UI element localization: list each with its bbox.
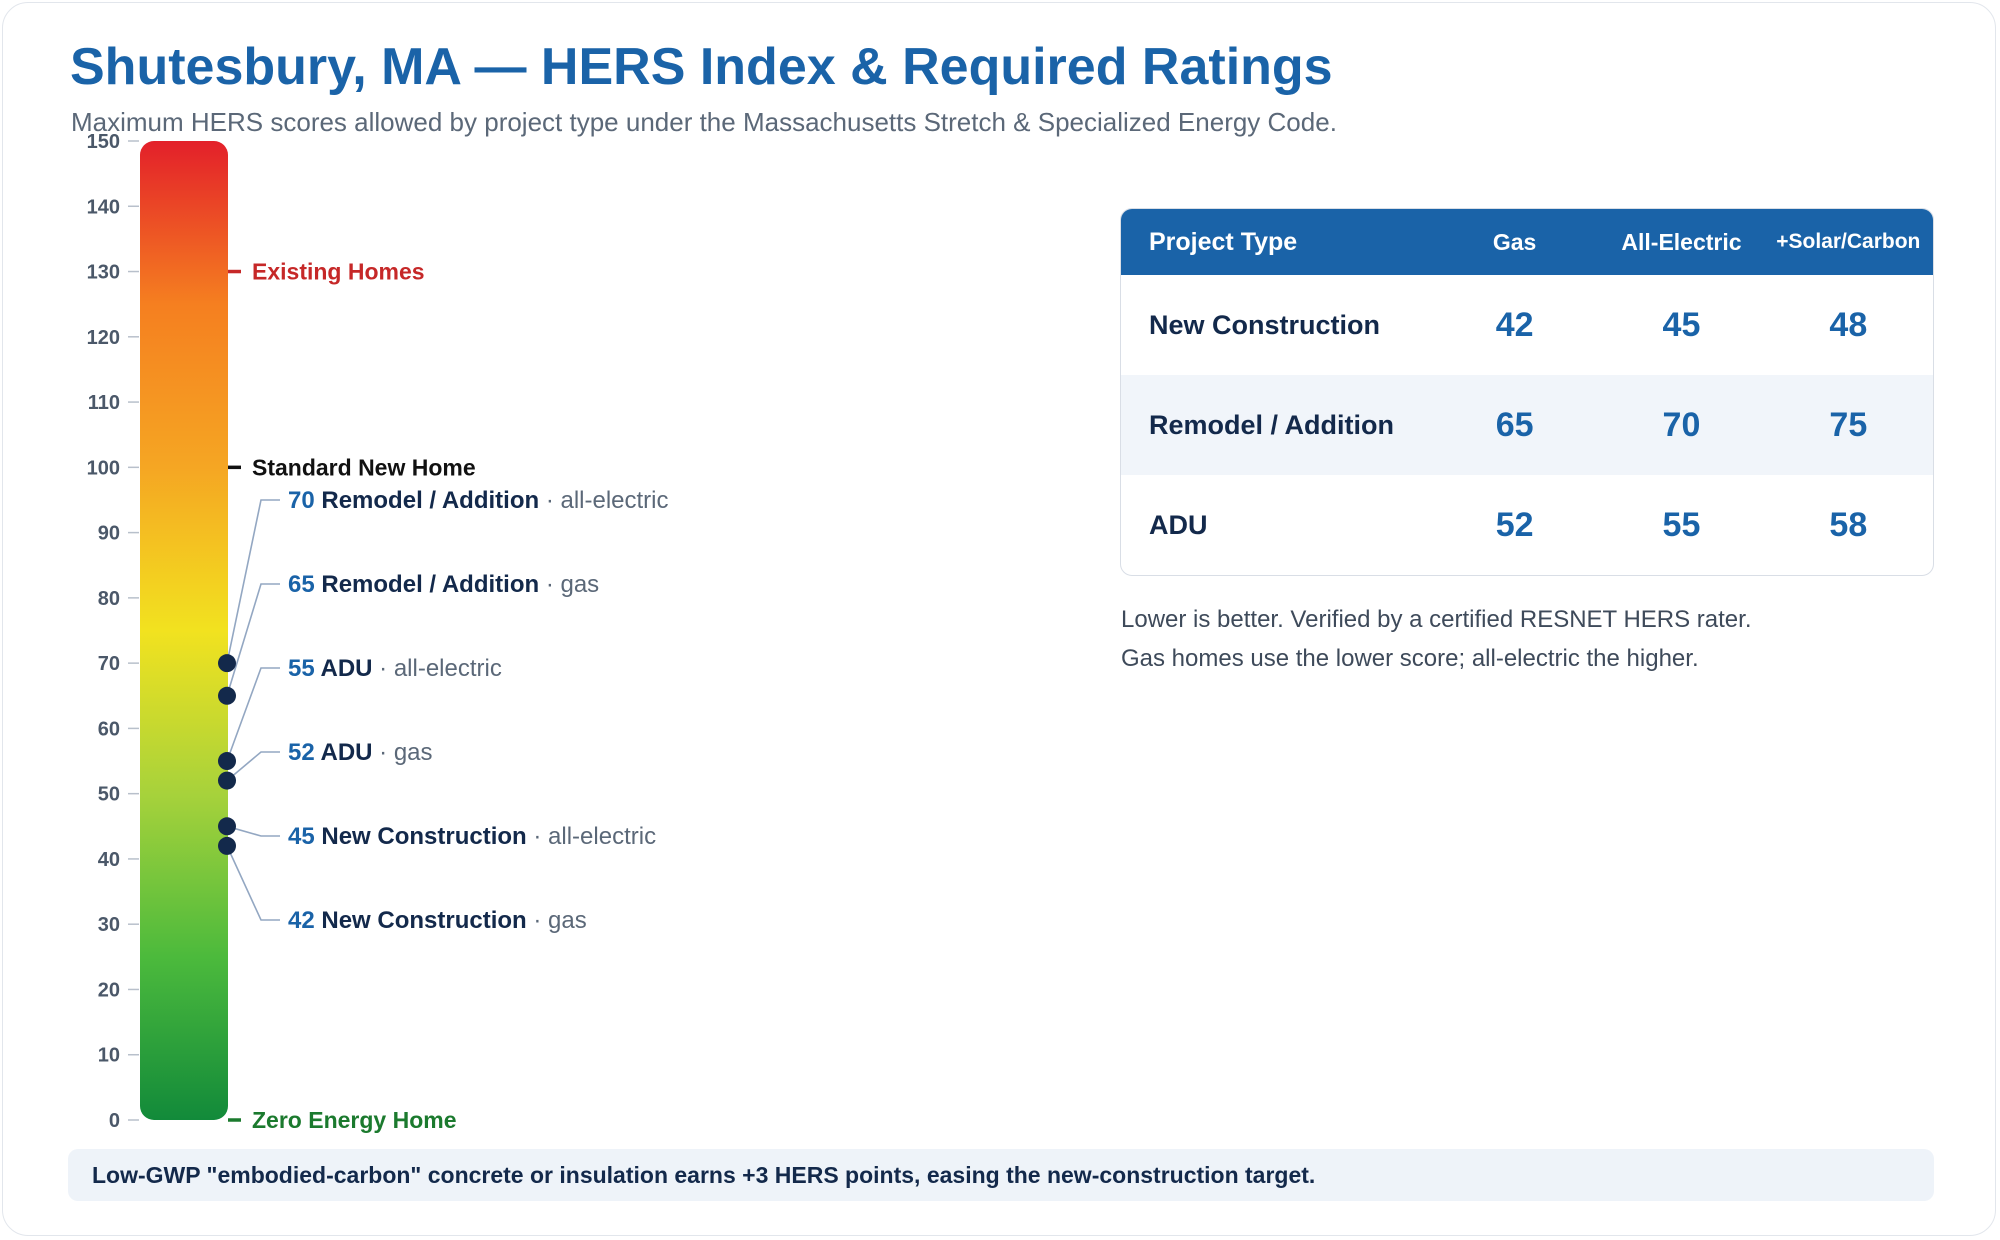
row-project-type: Remodel / Addition	[1149, 409, 1394, 440]
leader-line	[226, 751, 280, 782]
score-point	[218, 771, 236, 790]
tick-label: 80	[98, 588, 120, 610]
tick-label: 70	[98, 653, 120, 675]
score-point	[218, 817, 236, 836]
score-labels: 70 Remodel / Addition · all-electric 65 R…	[288, 487, 669, 934]
score-label: 55 ADU · all-electric	[288, 655, 502, 682]
tick-label: 60	[98, 718, 120, 740]
row-solar-score: 58	[1829, 505, 1868, 544]
tick-label: 10	[98, 1045, 120, 1067]
row-electric-score: 70	[1662, 405, 1701, 444]
row-gas-score: 42	[1495, 305, 1534, 344]
table-row: New Construction 42 45 48	[1121, 275, 1933, 375]
header-gas: Gas	[1492, 228, 1537, 255]
hers-gradient-bar	[140, 141, 228, 1120]
table-row: ADU 52 55 58	[1121, 475, 1933, 575]
score-points	[218, 654, 236, 855]
reference-label: Existing Homes	[252, 259, 425, 285]
tick-label: 90	[98, 523, 120, 545]
table-header: Project Type Gas All-Electric +Solar/Car…	[1121, 209, 1933, 275]
tick-label: 50	[98, 784, 120, 806]
header-solar-carbon: +Solar/Carbon	[1776, 230, 1921, 253]
tick-label: 20	[98, 979, 120, 1001]
footer-callout: Low-GWP "embodied-carbon" concrete or in…	[68, 1149, 1934, 1201]
score-point	[218, 686, 236, 705]
ratings-table: Project Type Gas All-Electric +Solar/Car…	[1120, 208, 1934, 576]
reference-label: Zero Energy Home	[252, 1107, 457, 1133]
tick-label: 0	[109, 1110, 120, 1132]
score-point	[218, 836, 236, 855]
row-solar-score: 48	[1829, 305, 1868, 344]
row-solar-score: 75	[1829, 405, 1868, 444]
tick-label: 30	[98, 914, 120, 936]
row-project-type: ADU	[1149, 509, 1208, 540]
leader-line	[226, 667, 280, 762]
header-all-electric: All-Electric	[1621, 228, 1742, 255]
note-lower-is-better: Lower is better. Verified by a certified…	[1121, 606, 1752, 633]
tick-label: 40	[98, 849, 120, 871]
row-gas-score: 65	[1495, 405, 1534, 444]
score-label: 42 New Construction · gas	[288, 907, 587, 934]
score-point	[218, 654, 236, 673]
leader-line	[226, 825, 280, 837]
tick-label: 130	[87, 262, 120, 284]
table-row: Remodel / Addition 65 70 75	[1121, 375, 1933, 475]
header-project-type: Project Type	[1149, 227, 1298, 256]
score-label: 70 Remodel / Addition · all-electric	[288, 487, 669, 514]
y-axis-ticks: 0 10 20 30 40 50 60 70 80 90 100 110 120 130 140 150	[87, 131, 139, 1132]
page-title: Shutesbury, MA — HERS Index & Required R…	[70, 38, 1333, 96]
leader-lines	[226, 499, 280, 921]
tick-label: 140	[87, 196, 120, 218]
score-label: 45 New Construction · all-electric	[288, 823, 656, 850]
tick-label: 100	[87, 457, 120, 479]
tick-label: 120	[87, 327, 120, 349]
row-gas-score: 52	[1495, 505, 1534, 544]
reference-marks: Existing Homes Standard New Home Zero Ener…	[228, 259, 476, 1133]
leader-line	[226, 583, 280, 696]
leader-line	[226, 499, 280, 664]
score-label: 65 Remodel / Addition · gas	[288, 571, 599, 598]
score-point	[218, 752, 236, 771]
note-gas-vs-electric: Gas homes use the lower score; all-elect…	[1121, 645, 1699, 672]
page-subtitle: Maximum HERS scores allowed by project t…	[71, 107, 1337, 137]
score-label: 52 ADU · gas	[288, 739, 433, 766]
tick-label: 150	[87, 131, 120, 153]
leader-line	[226, 845, 280, 921]
row-electric-score: 45	[1662, 305, 1701, 344]
row-project-type: New Construction	[1149, 309, 1381, 340]
tick-label: 110	[88, 392, 120, 414]
reference-label: Standard New Home	[252, 454, 476, 480]
row-electric-score: 55	[1662, 505, 1701, 544]
